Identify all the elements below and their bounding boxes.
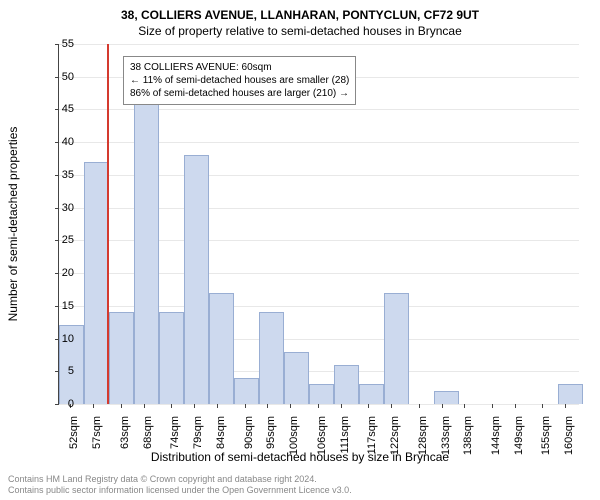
x-tick-mark xyxy=(245,404,246,408)
x-tick-mark xyxy=(542,404,543,408)
reference-line xyxy=(107,44,109,404)
histogram-bar xyxy=(159,312,184,404)
footer-line2: Contains public sector information licen… xyxy=(8,485,352,496)
footer-line1: Contains HM Land Registry data © Crown c… xyxy=(8,474,352,485)
x-tick-mark xyxy=(442,404,443,408)
y-tick-label: 55 xyxy=(46,38,74,50)
y-axis-label: Number of semi-detached properties xyxy=(6,127,20,322)
histogram-bar xyxy=(334,365,359,404)
x-axis-label: Distribution of semi-detached houses by … xyxy=(0,450,600,464)
x-tick-mark xyxy=(217,404,218,408)
x-tick-mark xyxy=(290,404,291,408)
histogram-bar xyxy=(309,384,334,404)
histogram-bar xyxy=(234,378,259,404)
histogram-bar xyxy=(184,155,209,404)
annotation-line: 86% of semi-detached houses are larger (… xyxy=(130,87,349,100)
y-tick-label: 40 xyxy=(46,136,74,148)
chart-container: 38, COLLIERS AVENUE, LLANHARAN, PONTYCLU… xyxy=(0,0,600,500)
title-sub: Size of property relative to semi-detach… xyxy=(0,22,600,38)
x-tick-mark xyxy=(144,404,145,408)
x-tick-mark xyxy=(419,404,420,408)
histogram-bar xyxy=(209,293,234,404)
x-tick-mark xyxy=(565,404,566,408)
y-tick-label: 35 xyxy=(46,169,74,181)
y-tick-label: 20 xyxy=(46,267,74,279)
y-tick-label: 25 xyxy=(46,234,74,246)
x-tick-mark xyxy=(515,404,516,408)
x-tick-mark xyxy=(368,404,369,408)
plot-area: 52sqm57sqm63sqm68sqm74sqm79sqm84sqm90sqm… xyxy=(58,44,579,405)
grid-line xyxy=(59,404,579,405)
annotation-line: 38 COLLIERS AVENUE: 60sqm xyxy=(130,61,349,74)
annotation-line: ← 11% of semi-detached houses are smalle… xyxy=(130,74,349,87)
y-tick-label: 50 xyxy=(46,71,74,83)
x-tick-mark xyxy=(464,404,465,408)
x-tick-mark xyxy=(341,404,342,408)
x-tick-mark xyxy=(492,404,493,408)
x-tick-mark xyxy=(93,404,94,408)
x-tick-mark xyxy=(171,404,172,408)
footer-attribution: Contains HM Land Registry data © Crown c… xyxy=(8,474,352,497)
x-tick-mark xyxy=(121,404,122,408)
histogram-bar xyxy=(558,384,583,404)
histogram-bar xyxy=(384,293,409,404)
y-tick-label: 10 xyxy=(46,333,74,345)
x-tick-mark xyxy=(194,404,195,408)
x-tick-mark xyxy=(267,404,268,408)
histogram-bar xyxy=(84,162,109,404)
histogram-bar xyxy=(109,312,134,404)
histogram-bar xyxy=(359,384,384,404)
grid-line xyxy=(59,44,579,45)
x-tick-mark xyxy=(391,404,392,408)
title-main: 38, COLLIERS AVENUE, LLANHARAN, PONTYCLU… xyxy=(0,0,600,22)
histogram-bar xyxy=(134,103,159,404)
y-tick-label: 45 xyxy=(46,103,74,115)
y-tick-label: 5 xyxy=(46,365,74,377)
histogram-bar xyxy=(434,391,459,404)
annotation-box: 38 COLLIERS AVENUE: 60sqm← 11% of semi-d… xyxy=(123,56,356,105)
histogram-bar xyxy=(259,312,284,404)
histogram-bar xyxy=(284,352,309,404)
chart-area: 52sqm57sqm63sqm68sqm74sqm79sqm84sqm90sqm… xyxy=(58,44,578,404)
y-tick-label: 30 xyxy=(46,202,74,214)
x-tick-mark xyxy=(318,404,319,408)
y-tick-label: 15 xyxy=(46,300,74,312)
y-tick-label: 0 xyxy=(46,398,74,410)
